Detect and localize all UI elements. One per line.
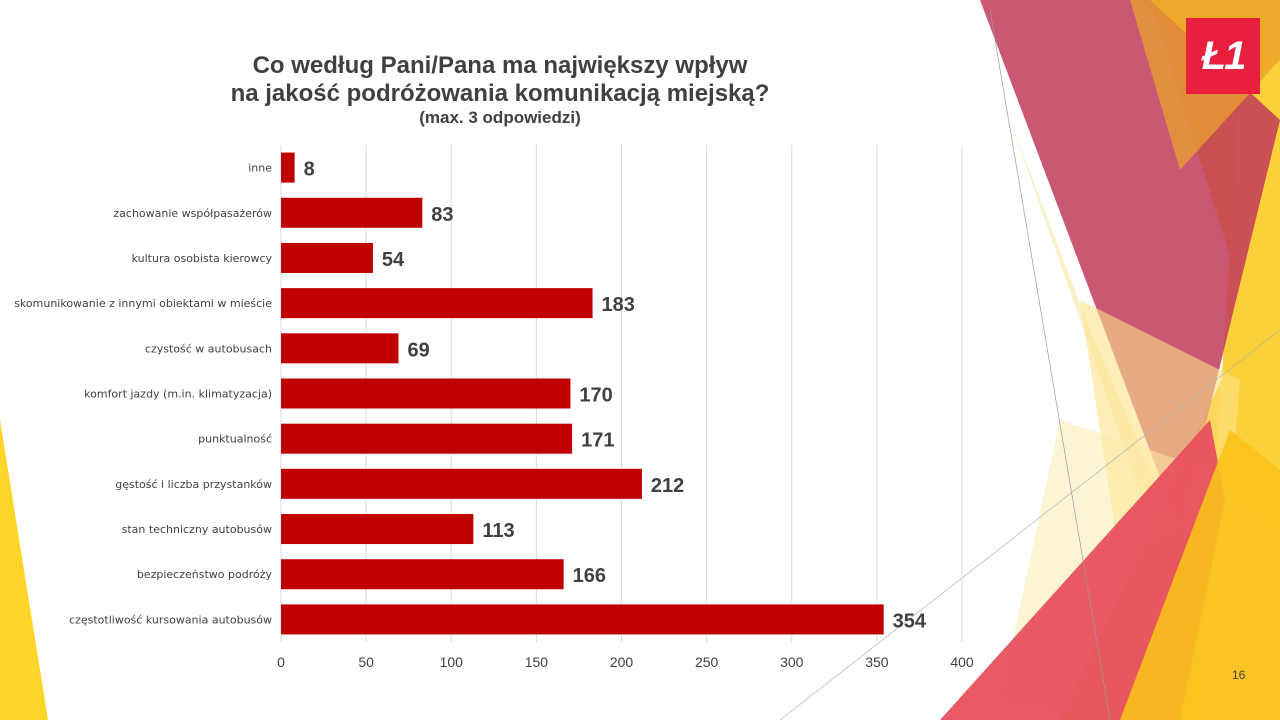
category-label: stan techniczny autobusów — [122, 523, 272, 536]
bar — [281, 559, 564, 590]
data-label: 83 — [431, 204, 453, 226]
data-label: 183 — [602, 294, 635, 316]
bar — [281, 152, 295, 183]
data-label: 166 — [573, 565, 606, 587]
x-tick-label: 200 — [610, 654, 634, 670]
bar — [281, 378, 571, 409]
x-tick-label: 250 — [695, 654, 719, 670]
category-label: skomunikowanie z innymi obiektami w mieś… — [14, 297, 272, 310]
bar — [281, 514, 474, 545]
category-label: inne — [248, 162, 272, 175]
data-label: 170 — [579, 385, 612, 407]
data-label: 54 — [382, 249, 405, 271]
bar — [281, 242, 373, 273]
data-label: 8 — [304, 159, 315, 181]
data-label: 212 — [651, 475, 684, 497]
x-tick-label: 0 — [277, 654, 285, 670]
bar — [281, 197, 423, 228]
page-number: 16 — [1232, 668, 1246, 682]
x-tick-label: 350 — [865, 654, 889, 670]
category-label: bezpieczeństwo podróży — [137, 568, 273, 581]
bar — [281, 333, 399, 364]
logo: Ł1 — [1186, 18, 1260, 94]
x-tick-label: 400 — [950, 654, 974, 670]
category-label: komfort jazdy (m.in. klimatyzacja) — [84, 388, 272, 401]
bar — [281, 423, 573, 454]
x-tick-label: 100 — [440, 654, 464, 670]
category-label: kultura osobista kierowcy — [132, 252, 273, 265]
data-label: 113 — [482, 520, 514, 542]
data-label: 171 — [581, 430, 614, 452]
x-tick-label: 50 — [358, 654, 374, 670]
data-label: 354 — [893, 610, 927, 632]
category-label: zachowanie współpasażerów — [113, 207, 272, 220]
chart-title-line1: Co według Pani/Pana ma największy wpływ — [252, 52, 748, 79]
data-label: 69 — [407, 339, 429, 361]
chart-title-line2: na jakość podróżowania komunikacją miejs… — [230, 80, 770, 107]
category-label: gęstość i liczba przystanków — [115, 478, 272, 491]
bar — [281, 288, 593, 319]
bar — [281, 468, 642, 499]
x-tick-label: 300 — [780, 654, 804, 670]
left-yellow-shape — [0, 420, 48, 720]
category-label: punktualność — [198, 433, 272, 446]
chart-subtitle: (max. 3 odpowiedzi) — [419, 108, 581, 127]
x-tick-label: 150 — [525, 654, 549, 670]
category-label: częstotliwość kursowania autobusów — [69, 613, 272, 626]
category-label: czystość w autobusach — [145, 342, 272, 355]
bar — [281, 604, 884, 635]
